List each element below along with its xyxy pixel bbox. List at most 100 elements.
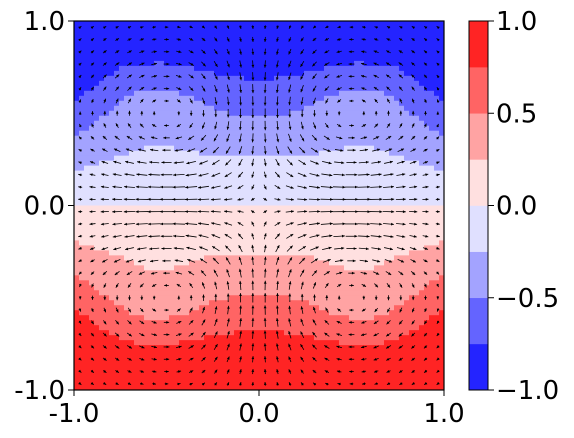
contour-cell [159,190,165,197]
contour-cell [144,180,150,187]
contour-cell [259,315,265,321]
contour-cell [329,290,335,296]
contour-cell [369,110,375,117]
contour-cell [389,215,395,222]
contour-cell [84,270,90,276]
contour-cell [204,330,210,336]
contour-cell [79,180,85,187]
contour-cell [84,240,90,246]
contour-cell [99,285,105,291]
contour-cell [104,45,110,52]
contour-cell [249,100,255,107]
contour-cell [409,160,415,167]
contour-cell [299,310,305,316]
contour-cell [359,250,365,256]
contour-cell [204,320,210,326]
contour-cell [249,270,255,276]
contour-cell [369,295,375,301]
contour-cell [154,240,160,246]
contour-cell [119,305,125,311]
contour-cell [299,225,305,232]
contour-cell [299,65,305,72]
contour-cell [99,370,105,376]
contour-cell [349,305,355,311]
contour-cell [114,145,120,152]
contour-cell [89,250,95,256]
contour-cell [149,95,155,102]
contour-cell [319,160,325,167]
contour-cell [234,370,240,376]
contour-cell [314,290,320,296]
contour-cell [154,75,160,82]
contour-cell [294,250,300,256]
contour-cell [379,340,385,346]
contour-cell [409,145,415,152]
contour-cell [209,205,215,212]
contour-cell [154,250,160,256]
contour-cell [209,30,215,37]
contour-cell [264,355,270,361]
contour-cell [274,245,280,251]
contour-cell [154,90,160,97]
contour-cell [114,165,120,172]
contour-cell [324,355,330,361]
contour-cell [189,370,195,376]
contour-cell [99,115,105,122]
contour-cell [304,320,310,326]
contour-cell [79,85,85,92]
contour-cell [164,65,170,72]
contour-cell [324,120,330,127]
contour-cell [289,225,295,232]
contour-cell [139,215,145,222]
contour-cell [94,230,100,237]
contour-cell [404,150,410,157]
contour-cell [209,310,215,316]
contour-cell [394,260,400,266]
contour-cell [249,265,255,271]
contour-cell [104,220,110,227]
contour-cell [244,190,250,197]
contour-cell [124,235,130,242]
contour-cell [369,40,375,47]
contour-cell [79,70,85,77]
contour-cell [309,345,315,351]
contour-cell [374,315,380,321]
contour-cell [234,355,240,361]
contour-cell [344,160,350,167]
contour-cell [144,300,150,306]
contour-cell [179,35,185,42]
contour-cell [199,350,205,356]
contour-cell [149,345,155,351]
contour-cell [204,220,210,227]
contour-cell [234,160,240,167]
contour-cell [399,275,405,281]
contour-cell [384,340,390,346]
contour-cell [104,290,110,296]
contour-cell [124,200,130,207]
contour-cell [339,115,345,122]
contour-cell [379,230,385,237]
contour-cell [349,315,355,321]
contour-cell [244,180,250,187]
contour-cell [239,180,245,187]
contour-cell [364,75,370,82]
contour-cell [279,265,285,271]
contour-cell [239,245,245,251]
contour-cell [284,85,290,92]
contour-cell [399,150,405,157]
contour-cell [379,185,385,192]
contour-cell [389,125,395,132]
contour-cell [369,270,375,276]
contour-cell [399,250,405,256]
contour-cell [324,285,330,291]
contour-cell [339,130,345,137]
contour-cell [179,80,185,87]
contour-cell [179,385,185,390]
contour-cell [214,245,220,251]
contour-cell [169,135,175,142]
contour-cell [184,250,190,256]
contour-cell [349,190,355,197]
contour-cell [379,255,385,261]
contour-cell [124,285,130,291]
contour-cell [204,160,210,167]
